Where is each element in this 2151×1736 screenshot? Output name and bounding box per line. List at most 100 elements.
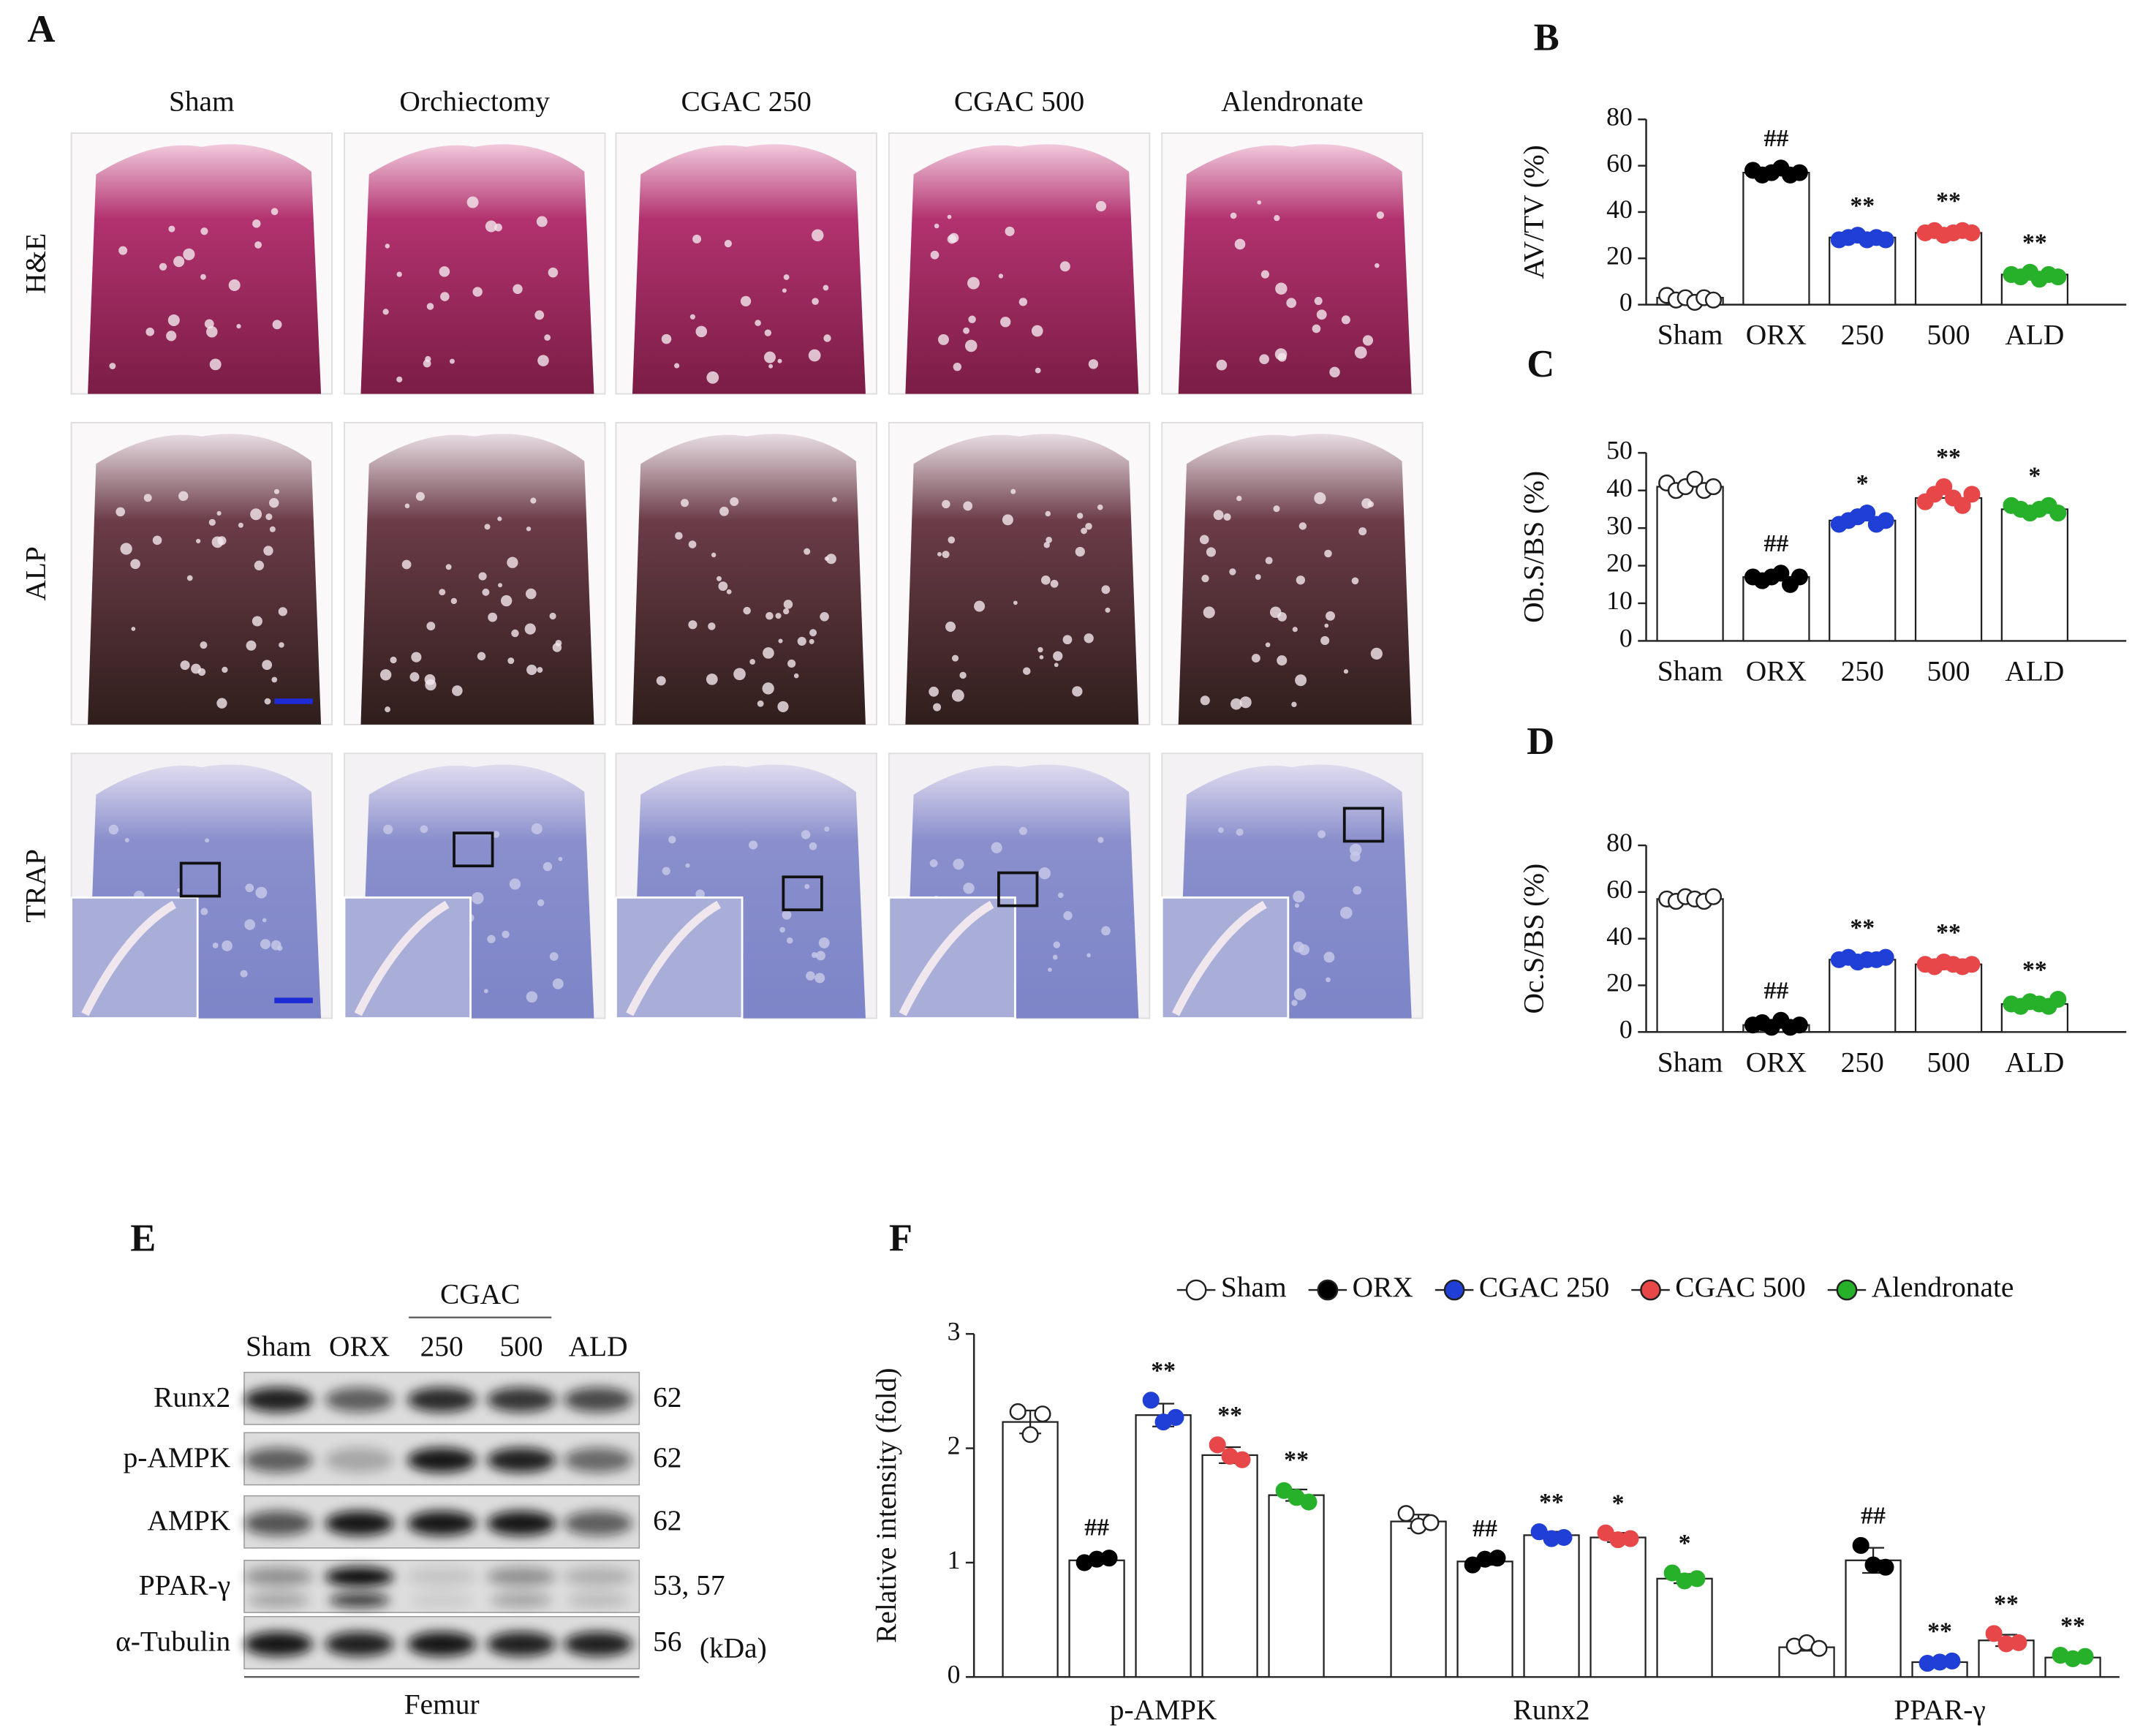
texture bbox=[513, 284, 523, 294]
x-tick-label: 250 bbox=[1841, 1046, 1884, 1078]
x-tick-label: 500 bbox=[1927, 654, 1970, 687]
band bbox=[325, 1567, 394, 1587]
data-point bbox=[1877, 1558, 1894, 1576]
inset-detail bbox=[899, 900, 994, 1016]
panel-label: C bbox=[1527, 343, 1554, 385]
texture bbox=[1316, 309, 1327, 320]
texture bbox=[500, 595, 513, 607]
texture bbox=[1018, 826, 1027, 835]
texture bbox=[269, 497, 279, 508]
tissue bbox=[905, 434, 1139, 725]
tissue bbox=[632, 144, 866, 394]
texture bbox=[260, 939, 271, 950]
texture bbox=[273, 488, 280, 494]
texture bbox=[222, 940, 233, 951]
texture bbox=[484, 524, 491, 530]
texture bbox=[452, 685, 463, 696]
texture bbox=[959, 671, 967, 679]
texture bbox=[385, 706, 391, 713]
significance-label: ** bbox=[1151, 1357, 1176, 1384]
data-point bbox=[1877, 512, 1894, 529]
row-label: Runx2 bbox=[154, 1381, 230, 1413]
texture bbox=[1370, 647, 1383, 660]
bar bbox=[1201, 1454, 1258, 1678]
y-axis-title: AV/TV (%) bbox=[1517, 145, 1549, 279]
texture bbox=[968, 315, 976, 324]
significance-label: ** bbox=[2022, 956, 2047, 984]
texture bbox=[764, 329, 772, 336]
data-point bbox=[1704, 478, 1723, 496]
x-tick-label: ALD bbox=[2005, 654, 2064, 687]
texture bbox=[812, 298, 819, 305]
texture bbox=[245, 883, 254, 893]
significance-label: * bbox=[1856, 470, 1869, 497]
texture bbox=[951, 689, 964, 702]
data-point bbox=[1852, 1536, 1870, 1554]
texture bbox=[409, 672, 420, 682]
significance-label: ** bbox=[1850, 914, 1875, 941]
texture bbox=[777, 701, 789, 712]
texture bbox=[472, 892, 484, 905]
row-label: PPAR-γ bbox=[139, 1569, 230, 1601]
band bbox=[411, 1593, 472, 1607]
band bbox=[325, 1631, 394, 1657]
texture bbox=[945, 622, 956, 633]
data-point bbox=[1233, 1451, 1251, 1468]
column-label: Orchiectomy bbox=[399, 86, 550, 118]
y-tick-label: 0 bbox=[948, 1659, 961, 1688]
texture bbox=[1038, 867, 1051, 880]
texture bbox=[236, 324, 241, 329]
texture bbox=[695, 325, 708, 338]
inset-detail bbox=[1171, 900, 1267, 1016]
band bbox=[325, 1447, 394, 1473]
texture bbox=[804, 548, 811, 555]
texture bbox=[1216, 359, 1228, 371]
band bbox=[487, 1631, 556, 1657]
roi-box bbox=[997, 871, 1039, 907]
texture bbox=[947, 214, 952, 219]
texture bbox=[466, 196, 479, 208]
texture bbox=[726, 589, 732, 595]
panel-label: D bbox=[1527, 720, 1554, 763]
inset-detail bbox=[81, 900, 177, 1016]
texture bbox=[808, 349, 821, 362]
texture bbox=[216, 698, 227, 709]
texture bbox=[951, 654, 959, 662]
texture bbox=[938, 333, 949, 345]
bar bbox=[1135, 1414, 1192, 1678]
texture bbox=[439, 589, 446, 596]
texture bbox=[775, 613, 782, 619]
tissue bbox=[1178, 144, 1412, 394]
data-point bbox=[1877, 948, 1894, 966]
texture bbox=[277, 946, 283, 951]
texture bbox=[472, 287, 483, 297]
texture bbox=[426, 622, 436, 631]
y-axis-title: Ob.S/BS (%) bbox=[1517, 471, 1549, 623]
kda-label: 62 bbox=[653, 1504, 681, 1536]
data-point bbox=[2076, 1648, 2094, 1665]
texture bbox=[1314, 492, 1326, 505]
texture bbox=[793, 673, 799, 679]
data-point bbox=[1810, 1639, 1828, 1657]
texture bbox=[740, 295, 752, 307]
texture bbox=[812, 229, 824, 242]
data-point bbox=[1954, 497, 1971, 514]
texture bbox=[779, 927, 785, 933]
texture bbox=[1075, 546, 1085, 557]
significance-label: ## bbox=[1473, 1515, 1497, 1542]
texture bbox=[778, 638, 783, 644]
y-tick-label: 20 bbox=[1606, 241, 1633, 270]
texture bbox=[1043, 542, 1050, 548]
texture bbox=[548, 267, 559, 278]
bar bbox=[1268, 1494, 1325, 1678]
texture bbox=[1257, 200, 1262, 205]
texture bbox=[777, 358, 782, 363]
texture bbox=[831, 497, 837, 502]
band bbox=[564, 1447, 632, 1473]
texture bbox=[711, 552, 717, 558]
texture bbox=[271, 676, 278, 683]
texture bbox=[1101, 585, 1111, 595]
texture bbox=[991, 842, 1002, 853]
texture bbox=[688, 620, 698, 630]
texture bbox=[1077, 513, 1084, 519]
